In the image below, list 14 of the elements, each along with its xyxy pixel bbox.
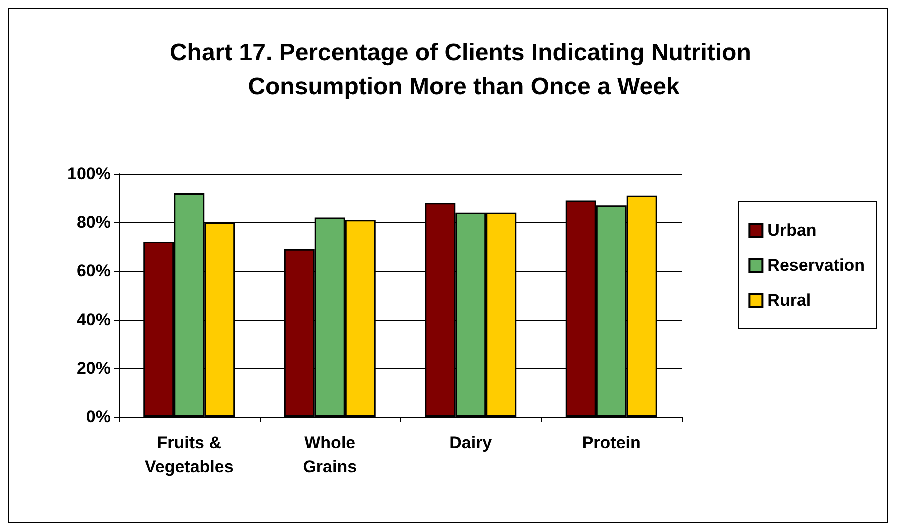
x-tick-label: Protein bbox=[582, 434, 641, 452]
y-tick-label: 40% bbox=[76, 310, 111, 330]
legend-label: Reservation bbox=[768, 256, 866, 275]
y-tick-label: 100% bbox=[68, 164, 111, 184]
y-tick-label: 60% bbox=[76, 262, 111, 281]
y-tick-label: 0% bbox=[86, 408, 111, 426]
y-tick-label: 20% bbox=[76, 358, 111, 378]
legend-label: Urban bbox=[768, 221, 817, 240]
chart-title: Chart 17. Percentage of Clients Indicating Nutrition Consumption More than Once a Week bbox=[170, 40, 758, 100]
x-tick-label: Fruits & Vegetables bbox=[144, 434, 234, 476]
legend-label: Rural bbox=[768, 291, 812, 310]
x-tick-label: Whole Grains bbox=[303, 434, 358, 476]
x-tick-label: Dairy bbox=[450, 434, 493, 452]
y-tick-label: 80% bbox=[76, 213, 111, 232]
